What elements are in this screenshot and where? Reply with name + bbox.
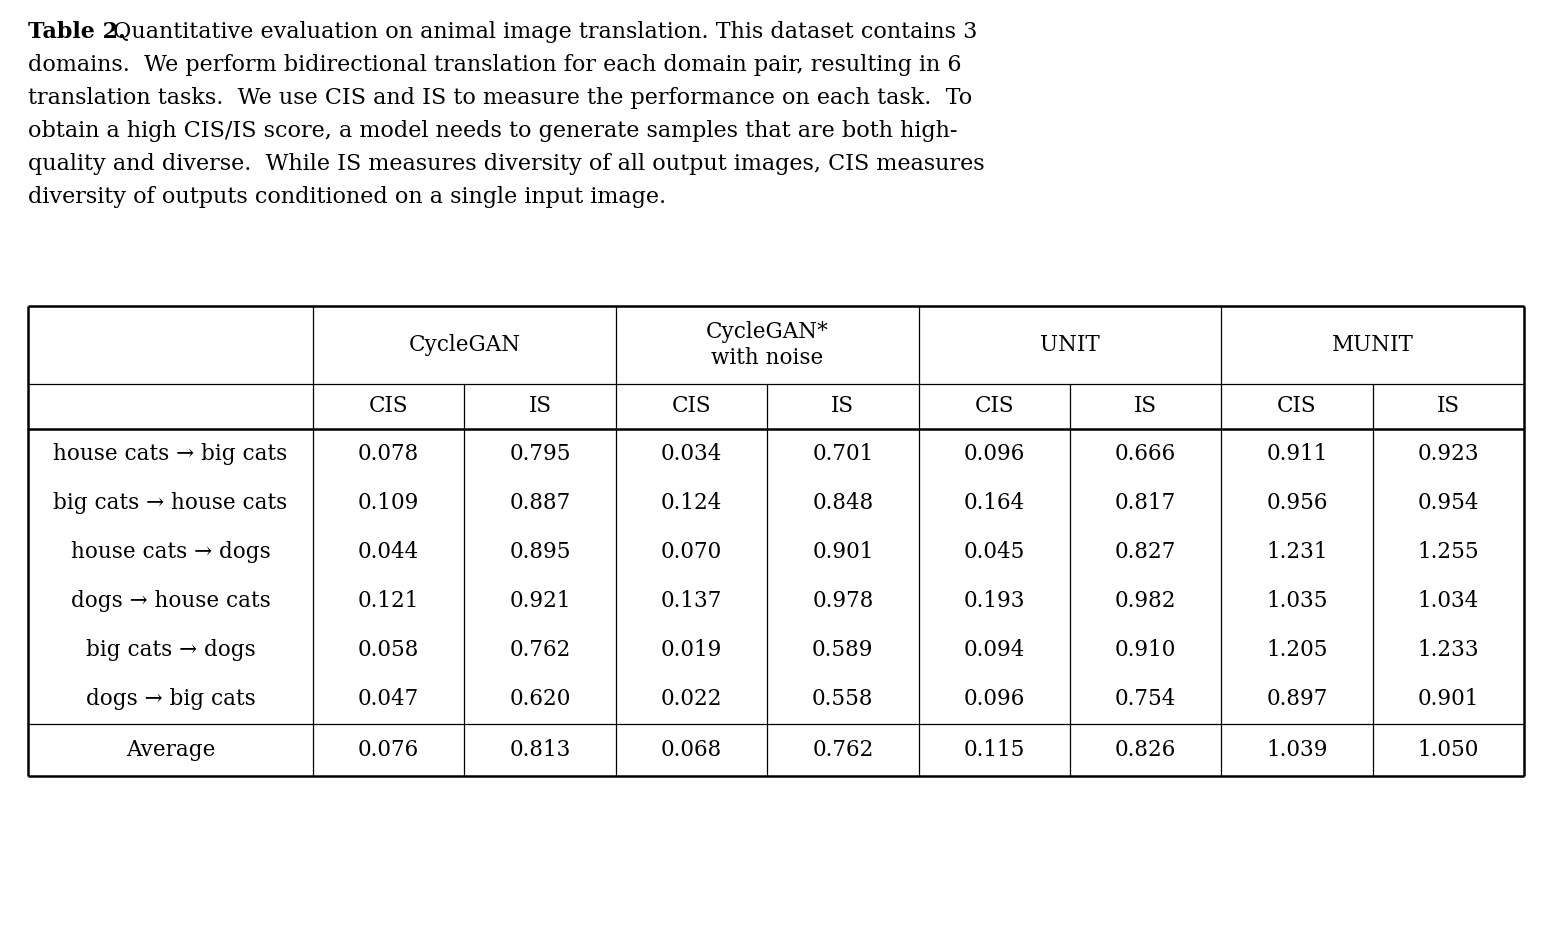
Text: 0.068: 0.068 [661,739,722,761]
Text: 1.205: 1.205 [1266,639,1327,661]
Text: 0.076: 0.076 [359,739,419,761]
Text: 0.762: 0.762 [812,739,874,761]
Text: 0.121: 0.121 [359,590,419,612]
Text: 0.078: 0.078 [359,443,419,465]
Text: big cats → dogs: big cats → dogs [85,639,256,661]
Text: 0.754: 0.754 [1114,688,1176,710]
Text: IS: IS [1437,395,1460,418]
Text: 0.164: 0.164 [964,492,1024,514]
Text: 0.115: 0.115 [964,739,1024,761]
Text: Quantitative evaluation on animal image translation. This dataset contains 3: Quantitative evaluation on animal image … [107,21,978,43]
Text: UNIT: UNIT [1040,334,1100,356]
Text: 0.982: 0.982 [1114,590,1176,612]
Text: CycleGAN*
with noise: CycleGAN* with noise [706,321,829,369]
Text: Table 2.: Table 2. [28,21,126,43]
Text: 1.255: 1.255 [1417,541,1479,563]
Text: 1.039: 1.039 [1266,739,1327,761]
Text: 0.897: 0.897 [1266,688,1327,710]
Text: 0.109: 0.109 [359,492,419,514]
Text: 1.034: 1.034 [1417,590,1479,612]
Text: CIS: CIS [1277,395,1316,418]
Text: 0.124: 0.124 [661,492,722,514]
Text: 1.050: 1.050 [1417,739,1479,761]
Text: CIS: CIS [975,395,1013,418]
Text: 0.978: 0.978 [812,590,874,612]
Text: 0.923: 0.923 [1417,443,1479,465]
Text: 0.954: 0.954 [1417,492,1479,514]
Text: 0.137: 0.137 [661,590,722,612]
Text: domains.  We perform bidirectional translation for each domain pair, resulting i: domains. We perform bidirectional transl… [28,54,962,76]
Text: 0.901: 0.901 [812,541,874,563]
Text: 0.047: 0.047 [359,688,419,710]
Text: house cats → big cats: house cats → big cats [53,443,287,465]
Text: 0.193: 0.193 [964,590,1024,612]
Text: 0.826: 0.826 [1114,739,1176,761]
Text: MUNIT: MUNIT [1332,334,1414,356]
Text: 0.762: 0.762 [509,639,571,661]
Text: 1.035: 1.035 [1266,590,1327,612]
Text: 0.589: 0.589 [812,639,874,661]
Text: translation tasks.  We use CIS and IS to measure the performance on each task.  : translation tasks. We use CIS and IS to … [28,87,972,109]
Text: 0.910: 0.910 [1114,639,1176,661]
Text: 0.620: 0.620 [509,688,571,710]
Text: 0.813: 0.813 [509,739,571,761]
Text: diversity of outputs conditioned on a single input image.: diversity of outputs conditioned on a si… [28,186,666,208]
Text: 0.058: 0.058 [359,639,419,661]
Text: 0.911: 0.911 [1266,443,1327,465]
Text: 0.901: 0.901 [1417,688,1479,710]
Text: 0.795: 0.795 [509,443,571,465]
Text: 0.096: 0.096 [964,688,1024,710]
Text: 0.921: 0.921 [509,590,571,612]
Text: obtain a high CIS/IS score, a model needs to generate samples that are both high: obtain a high CIS/IS score, a model need… [28,120,958,142]
Text: 0.044: 0.044 [359,541,419,563]
Text: big cats → house cats: big cats → house cats [53,492,287,514]
Text: IS: IS [529,395,551,418]
Text: house cats → dogs: house cats → dogs [71,541,270,563]
Text: 0.827: 0.827 [1114,541,1176,563]
Text: 0.094: 0.094 [964,639,1024,661]
Text: dogs → big cats: dogs → big cats [85,688,256,710]
Text: IS: IS [1135,395,1158,418]
Text: CIS: CIS [369,395,408,418]
Text: 1.233: 1.233 [1417,639,1479,661]
Text: 0.895: 0.895 [509,541,571,563]
Text: 1.231: 1.231 [1266,541,1327,563]
Text: CycleGAN: CycleGAN [408,334,520,356]
Text: 0.701: 0.701 [812,443,874,465]
Text: Average: Average [126,739,216,761]
Text: 0.022: 0.022 [661,688,722,710]
Text: 0.817: 0.817 [1114,492,1176,514]
Text: IS: IS [832,395,854,418]
Text: 0.070: 0.070 [661,541,722,563]
Text: CIS: CIS [672,395,711,418]
Text: 0.956: 0.956 [1266,492,1327,514]
Text: 0.558: 0.558 [812,688,874,710]
Text: 0.848: 0.848 [812,492,874,514]
Text: quality and diverse.  While IS measures diversity of all output images, CIS meas: quality and diverse. While IS measures d… [28,153,984,175]
Text: 0.666: 0.666 [1114,443,1176,465]
Text: 0.019: 0.019 [661,639,722,661]
Text: 0.045: 0.045 [964,541,1024,563]
Text: 0.096: 0.096 [964,443,1024,465]
Text: dogs → house cats: dogs → house cats [71,590,270,612]
Text: 0.887: 0.887 [509,492,571,514]
Text: 0.034: 0.034 [661,443,722,465]
